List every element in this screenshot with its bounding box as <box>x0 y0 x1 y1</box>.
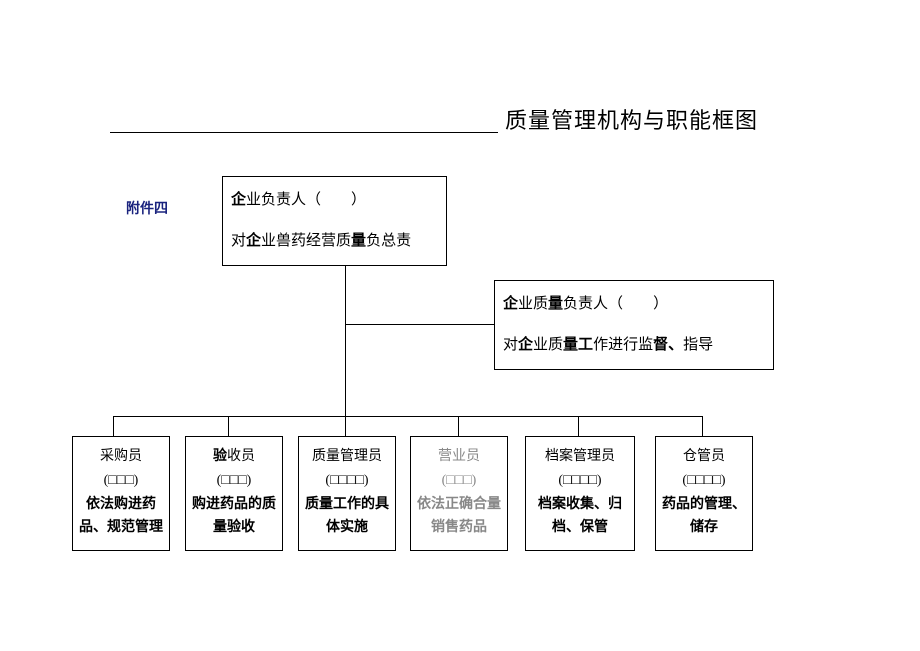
leaf-node: 档案管理员(□□□□)档案收集、归档、保管 <box>525 436 635 551</box>
leaf-duty: 依法正确合量销售药品 <box>417 493 501 541</box>
node-line1: 企业负责人（ ） <box>231 187 438 214</box>
annex-label: 附件四 <box>126 198 168 218</box>
leaf-who: (□□□) <box>79 469 163 493</box>
node-line2: 对企业质量工作进行监督、指导 <box>503 332 765 359</box>
leaf-who: (□□□□) <box>305 469 389 493</box>
node-line1: 企业质量负责人（ ） <box>503 291 765 318</box>
leaf-role: 仓管员 <box>662 445 746 469</box>
node-quality-head: 企业质量负责人（ ） 对企业质量工作进行监督、指导 <box>494 280 774 370</box>
leaf-node: 仓管员(□□□□)药品的管理、储存 <box>655 436 753 551</box>
leaf-role: 采购员 <box>79 445 163 469</box>
leaf-node: 验收员(□□□)购进药品的质量验收 <box>185 436 283 551</box>
leaf-who: (□□□□) <box>662 469 746 493</box>
node-line2: 对企业兽药经营质量负总责 <box>231 228 438 255</box>
diagram-title: 质量管理机构与职能框图 <box>505 103 758 135</box>
title-underline <box>110 132 498 133</box>
leaf-role: 档案管理员 <box>532 445 628 469</box>
leaf-duty: 档案收集、归档、保管 <box>532 493 628 541</box>
leaf-node: 质量管理员(□□□□)质量工作的具体实施 <box>298 436 396 551</box>
leaf-who: (□□□□) <box>532 469 628 493</box>
node-enterprise-head: 企业负责人（ ） 对企业兽药经营质量负总责 <box>222 176 447 266</box>
leaf-duty: 依法购进药品、规范管理 <box>79 493 163 541</box>
leaf-duty: 药品的管理、储存 <box>662 493 746 541</box>
leaf-duty: 质量工作的具体实施 <box>305 493 389 541</box>
leaf-node: 营业员(□□□)依法正确合量销售药品 <box>410 436 508 551</box>
leaf-role: 营业员 <box>417 445 501 469</box>
leaf-who: (□□□) <box>192 469 276 493</box>
leaf-role: 质量管理员 <box>305 445 389 469</box>
leaf-duty: 购进药品的质量验收 <box>192 493 276 541</box>
leaf-node: 采购员(□□□)依法购进药品、规范管理 <box>72 436 170 551</box>
leaf-who: (□□□) <box>417 469 501 493</box>
leaf-role: 验收员 <box>192 445 276 469</box>
